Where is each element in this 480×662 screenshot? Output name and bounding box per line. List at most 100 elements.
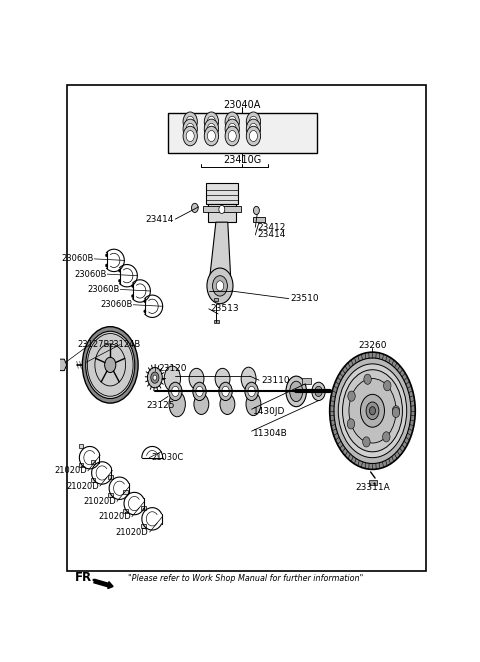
Bar (91, 459, 96, 464)
Text: "Please refer to Work Shop Manual for further information": "Please refer to Work Shop Manual for fu… (128, 575, 364, 583)
Circle shape (186, 117, 194, 127)
Circle shape (172, 387, 179, 397)
Ellipse shape (164, 366, 180, 391)
Bar (79, 463, 83, 467)
Circle shape (222, 387, 229, 397)
Ellipse shape (286, 376, 306, 406)
Circle shape (168, 382, 182, 401)
Circle shape (392, 406, 400, 416)
Text: 21020D: 21020D (54, 467, 87, 475)
Text: FR.: FR. (75, 571, 97, 585)
Circle shape (348, 391, 355, 401)
Text: 23060B: 23060B (87, 285, 120, 294)
Circle shape (253, 207, 259, 214)
Circle shape (144, 310, 146, 313)
Circle shape (347, 419, 355, 429)
Circle shape (219, 382, 232, 401)
Text: 23414: 23414 (145, 214, 173, 224)
Polygon shape (57, 359, 67, 371)
Text: 21020D: 21020D (116, 528, 148, 537)
Circle shape (366, 402, 379, 420)
Circle shape (312, 382, 325, 401)
Text: 1430JD: 1430JD (253, 407, 286, 416)
Circle shape (186, 130, 194, 142)
Circle shape (246, 112, 261, 132)
Circle shape (186, 123, 194, 134)
Circle shape (207, 130, 216, 142)
Circle shape (219, 205, 225, 214)
Text: 23260: 23260 (358, 341, 387, 350)
Circle shape (250, 130, 257, 142)
Circle shape (132, 285, 134, 287)
Circle shape (343, 370, 402, 451)
Circle shape (216, 281, 224, 291)
Bar (141, 524, 145, 528)
Text: 23060B: 23060B (74, 269, 107, 279)
Circle shape (147, 367, 162, 388)
Circle shape (204, 119, 218, 138)
Text: 23311A: 23311A (355, 483, 390, 492)
Bar (168, 113, 317, 154)
Circle shape (83, 326, 138, 403)
Bar (203, 207, 240, 213)
Text: 23060B: 23060B (61, 254, 94, 263)
Ellipse shape (241, 367, 256, 390)
Text: 23414: 23414 (257, 230, 286, 240)
Bar (253, 217, 264, 222)
Circle shape (248, 387, 255, 397)
Circle shape (392, 407, 400, 418)
Circle shape (193, 382, 206, 401)
Circle shape (106, 254, 108, 257)
Text: 21020D: 21020D (66, 482, 99, 491)
Circle shape (338, 364, 407, 457)
Text: 23040A: 23040A (224, 100, 261, 110)
Text: 23124B: 23124B (108, 340, 141, 349)
Circle shape (105, 357, 116, 373)
Circle shape (225, 119, 240, 138)
Circle shape (204, 126, 218, 146)
Bar (215, 298, 218, 301)
Circle shape (153, 375, 157, 380)
Ellipse shape (194, 394, 209, 414)
Circle shape (225, 126, 240, 146)
Circle shape (85, 331, 135, 399)
Ellipse shape (246, 393, 261, 416)
Ellipse shape (215, 368, 230, 389)
Text: 23127B: 23127B (78, 340, 110, 349)
Circle shape (250, 117, 257, 127)
Text: 23412: 23412 (257, 223, 286, 232)
Polygon shape (209, 222, 231, 286)
Circle shape (330, 352, 415, 469)
Text: 23060B: 23060B (100, 301, 132, 309)
Circle shape (250, 123, 257, 134)
Text: 23513: 23513 (211, 305, 240, 313)
Circle shape (315, 387, 322, 397)
Circle shape (246, 119, 261, 138)
Text: 23125: 23125 (146, 401, 175, 410)
Text: 21030C: 21030C (151, 453, 183, 462)
Circle shape (246, 126, 261, 146)
Text: 23410G: 23410G (223, 155, 262, 165)
Bar (91, 478, 96, 482)
Text: 21020D: 21020D (83, 497, 116, 506)
Ellipse shape (220, 394, 235, 414)
Text: 23510: 23510 (290, 294, 319, 303)
Circle shape (192, 203, 198, 213)
Circle shape (183, 112, 197, 132)
Text: 23120: 23120 (158, 365, 187, 373)
Bar (108, 493, 113, 497)
Text: 21020D: 21020D (98, 512, 131, 521)
Circle shape (151, 372, 159, 383)
Circle shape (228, 117, 236, 127)
Text: 23110: 23110 (261, 376, 289, 385)
Ellipse shape (189, 368, 204, 389)
Circle shape (360, 395, 384, 427)
Circle shape (119, 269, 120, 272)
Ellipse shape (169, 391, 185, 417)
Bar (123, 508, 128, 512)
Bar (302, 377, 311, 384)
Circle shape (370, 406, 375, 415)
Bar (108, 475, 113, 479)
Bar (206, 183, 238, 205)
Bar (369, 479, 377, 485)
